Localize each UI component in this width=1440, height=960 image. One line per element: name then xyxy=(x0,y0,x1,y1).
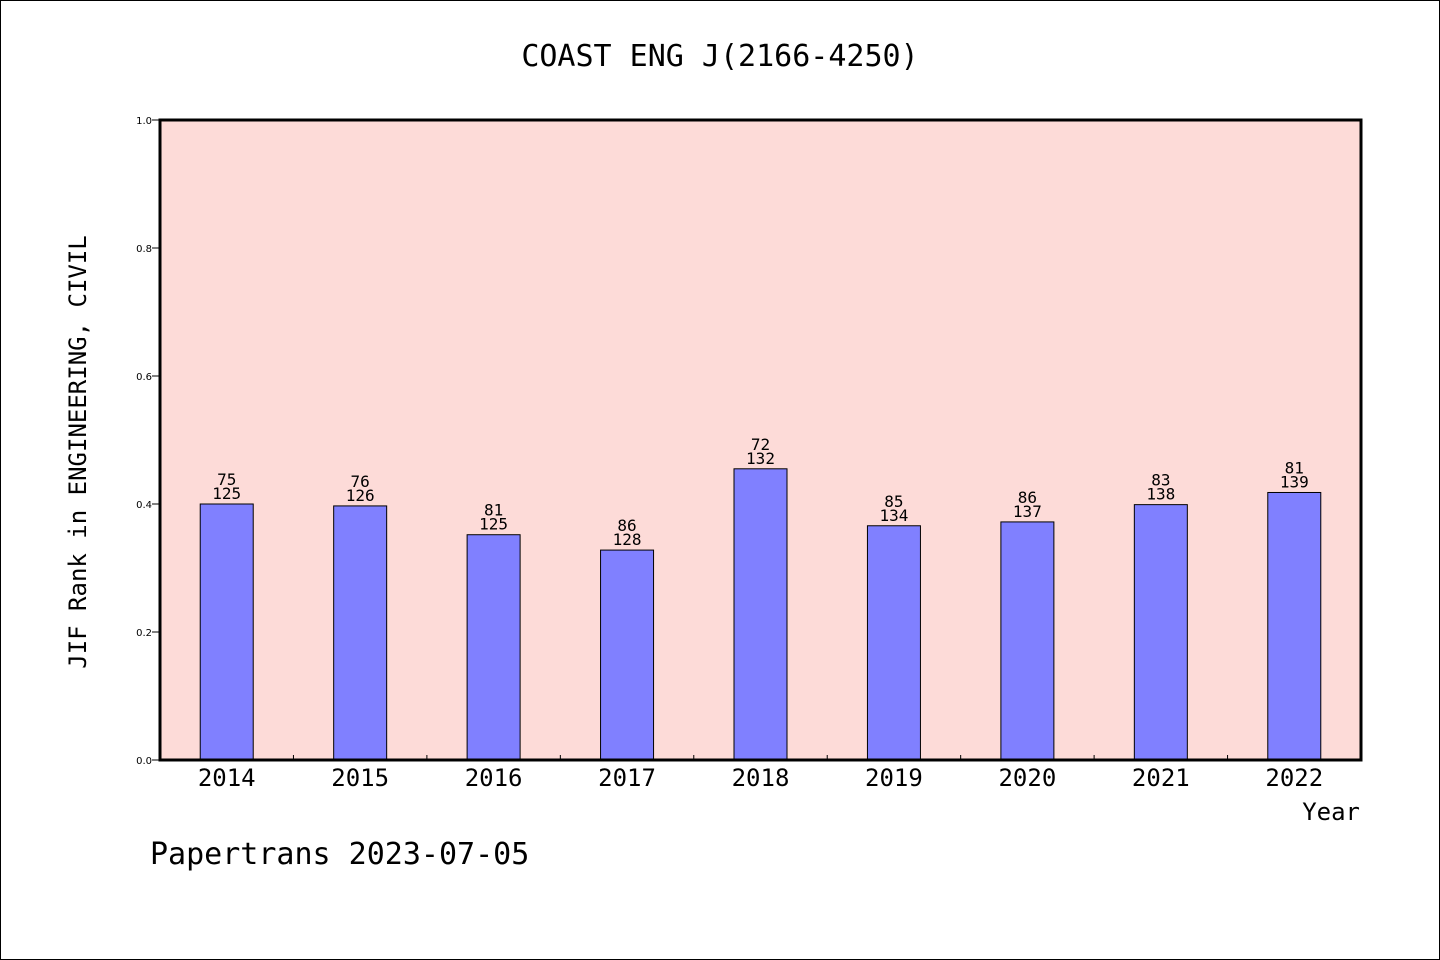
bar xyxy=(1000,521,1055,761)
x-tick-label: 2018 xyxy=(732,764,790,792)
y-axis: 0.0 0.2 0.4 0.6 0.8 1.0 xyxy=(136,116,160,767)
bar-rank-label: 72 xyxy=(751,435,770,454)
bar xyxy=(199,503,254,761)
x-tick-label: 2014 xyxy=(198,764,256,792)
bar-total-label: 138 xyxy=(1146,485,1175,504)
x-tick-label: 2016 xyxy=(465,764,523,792)
y-tick-label: 0.6 xyxy=(136,372,152,383)
y-tick-label: 0.8 xyxy=(136,244,152,255)
bar-total-label: 125 xyxy=(479,515,508,534)
bar-total-label: 137 xyxy=(1013,502,1042,521)
x-tick-label: 2021 xyxy=(1132,764,1190,792)
plot-border xyxy=(158,118,1363,762)
bar xyxy=(1133,504,1188,761)
bar-total-label: 128 xyxy=(613,530,642,549)
bar-rank-label: 86 xyxy=(617,516,636,535)
x-axis-label: Year xyxy=(1302,798,1360,826)
bar-total-label: 139 xyxy=(1280,472,1309,491)
bar-rank-label: 86 xyxy=(1018,488,1037,507)
bar xyxy=(1267,491,1322,761)
bar-total-label: 126 xyxy=(346,486,375,505)
bar-total-label: 132 xyxy=(746,449,775,468)
chart-title: COAST ENG J(2166-4250) xyxy=(521,39,918,74)
bar-rank-label: 81 xyxy=(1285,458,1304,477)
bar xyxy=(733,468,788,761)
bar-total-label: 134 xyxy=(879,506,908,525)
y-tick-label: 0.0 xyxy=(136,756,152,767)
bar xyxy=(866,525,921,761)
bar xyxy=(600,549,655,761)
bar-rank-label: 75 xyxy=(217,470,236,489)
x-tick-label: 2022 xyxy=(1265,764,1323,792)
x-axis: 2014 2015 2016 2017 2018 2019 2020 2021 2022 xyxy=(198,755,1323,792)
y-tick-label: 0.2 xyxy=(136,628,152,639)
bar xyxy=(466,534,521,761)
bar-rank-label: 83 xyxy=(1151,471,1170,490)
x-tick-label: 2017 xyxy=(598,764,656,792)
bar-rank-label: 81 xyxy=(484,501,503,520)
x-tick-label: 2019 xyxy=(865,764,923,792)
bar-rank-label: 85 xyxy=(884,492,903,511)
bar-total-label: 125 xyxy=(212,484,241,503)
footer-text: Papertrans 2023-07-05 xyxy=(150,837,529,872)
bar-rank-label: 76 xyxy=(351,472,370,491)
y-tick-label: 1.0 xyxy=(136,116,152,127)
x-tick-label: 2020 xyxy=(998,764,1056,792)
y-tick-label: 0.4 xyxy=(136,500,152,511)
bar xyxy=(333,505,388,761)
x-tick-label: 2015 xyxy=(331,764,389,792)
y-axis-label: JIF Rank in ENGINEERING, CIVIL xyxy=(64,235,92,668)
